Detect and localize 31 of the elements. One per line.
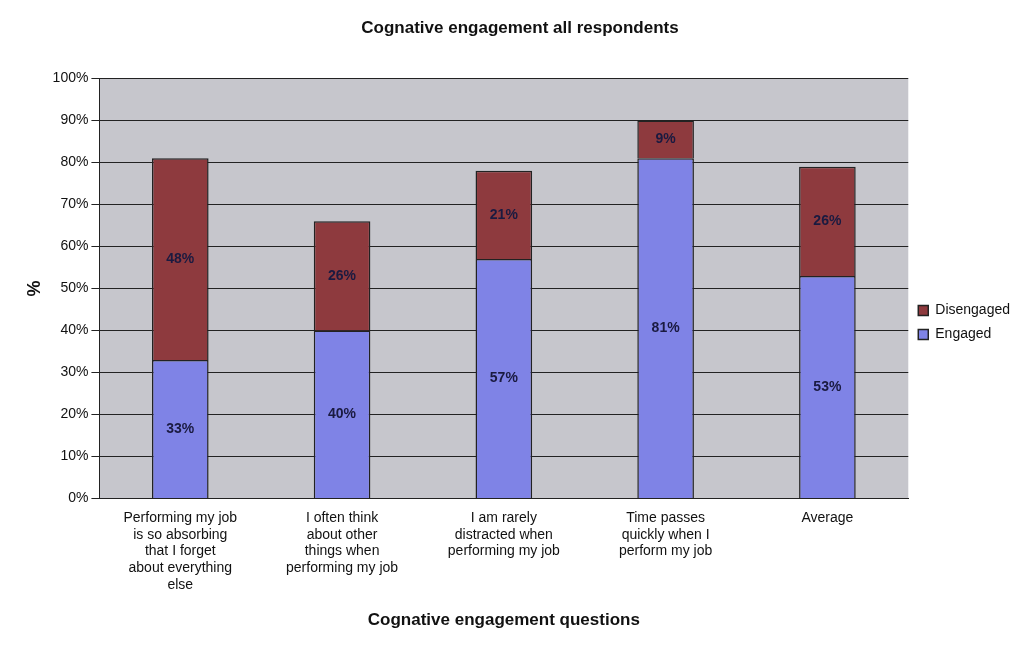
x-axis-title: Cognative engagement questions [367,610,640,630]
y-tick-label: 90% [60,111,89,128]
y-tick-label: 20% [60,405,89,422]
data-label: 48% [166,249,195,266]
data-label: 81% [651,319,681,336]
x-tick-label: Performing my job is so absorbing that I forget about everything else [123,508,238,593]
y-tick-label: 60% [60,237,89,254]
x-tick-label: I am rarely distracted when performing my job [447,508,561,559]
data-label: 57% [489,369,519,386]
x-tick-label: I often think about other things when performing my job [286,508,399,576]
legend-label: Disengaged [935,301,1011,318]
data-label: 53% [813,377,842,394]
y-axis-title: % [23,280,44,297]
x-tick-label: Time passes quickly when I perform my job [618,508,713,559]
data-label: 33% [166,419,195,436]
y-tick-label: 40% [60,321,89,338]
data-label: 26% [328,266,357,283]
y-tick-label: 80% [60,153,89,170]
y-tick-label: 70% [60,195,89,212]
x-tick-label: Average [801,508,854,525]
data-label: 9% [655,130,677,147]
chart-title: Cognative engagement all respondents [361,17,679,37]
data-label: 40% [328,405,357,422]
data-label: 26% [813,212,842,229]
y-tick-label: 10% [60,447,89,464]
y-tick-label: 0% [68,489,89,506]
data-label: 21% [489,205,519,222]
y-tick-label: 100% [52,69,89,86]
y-tick-label: 30% [60,363,89,380]
legend-label: Engaged [935,325,992,342]
y-tick-label: 50% [60,279,89,296]
